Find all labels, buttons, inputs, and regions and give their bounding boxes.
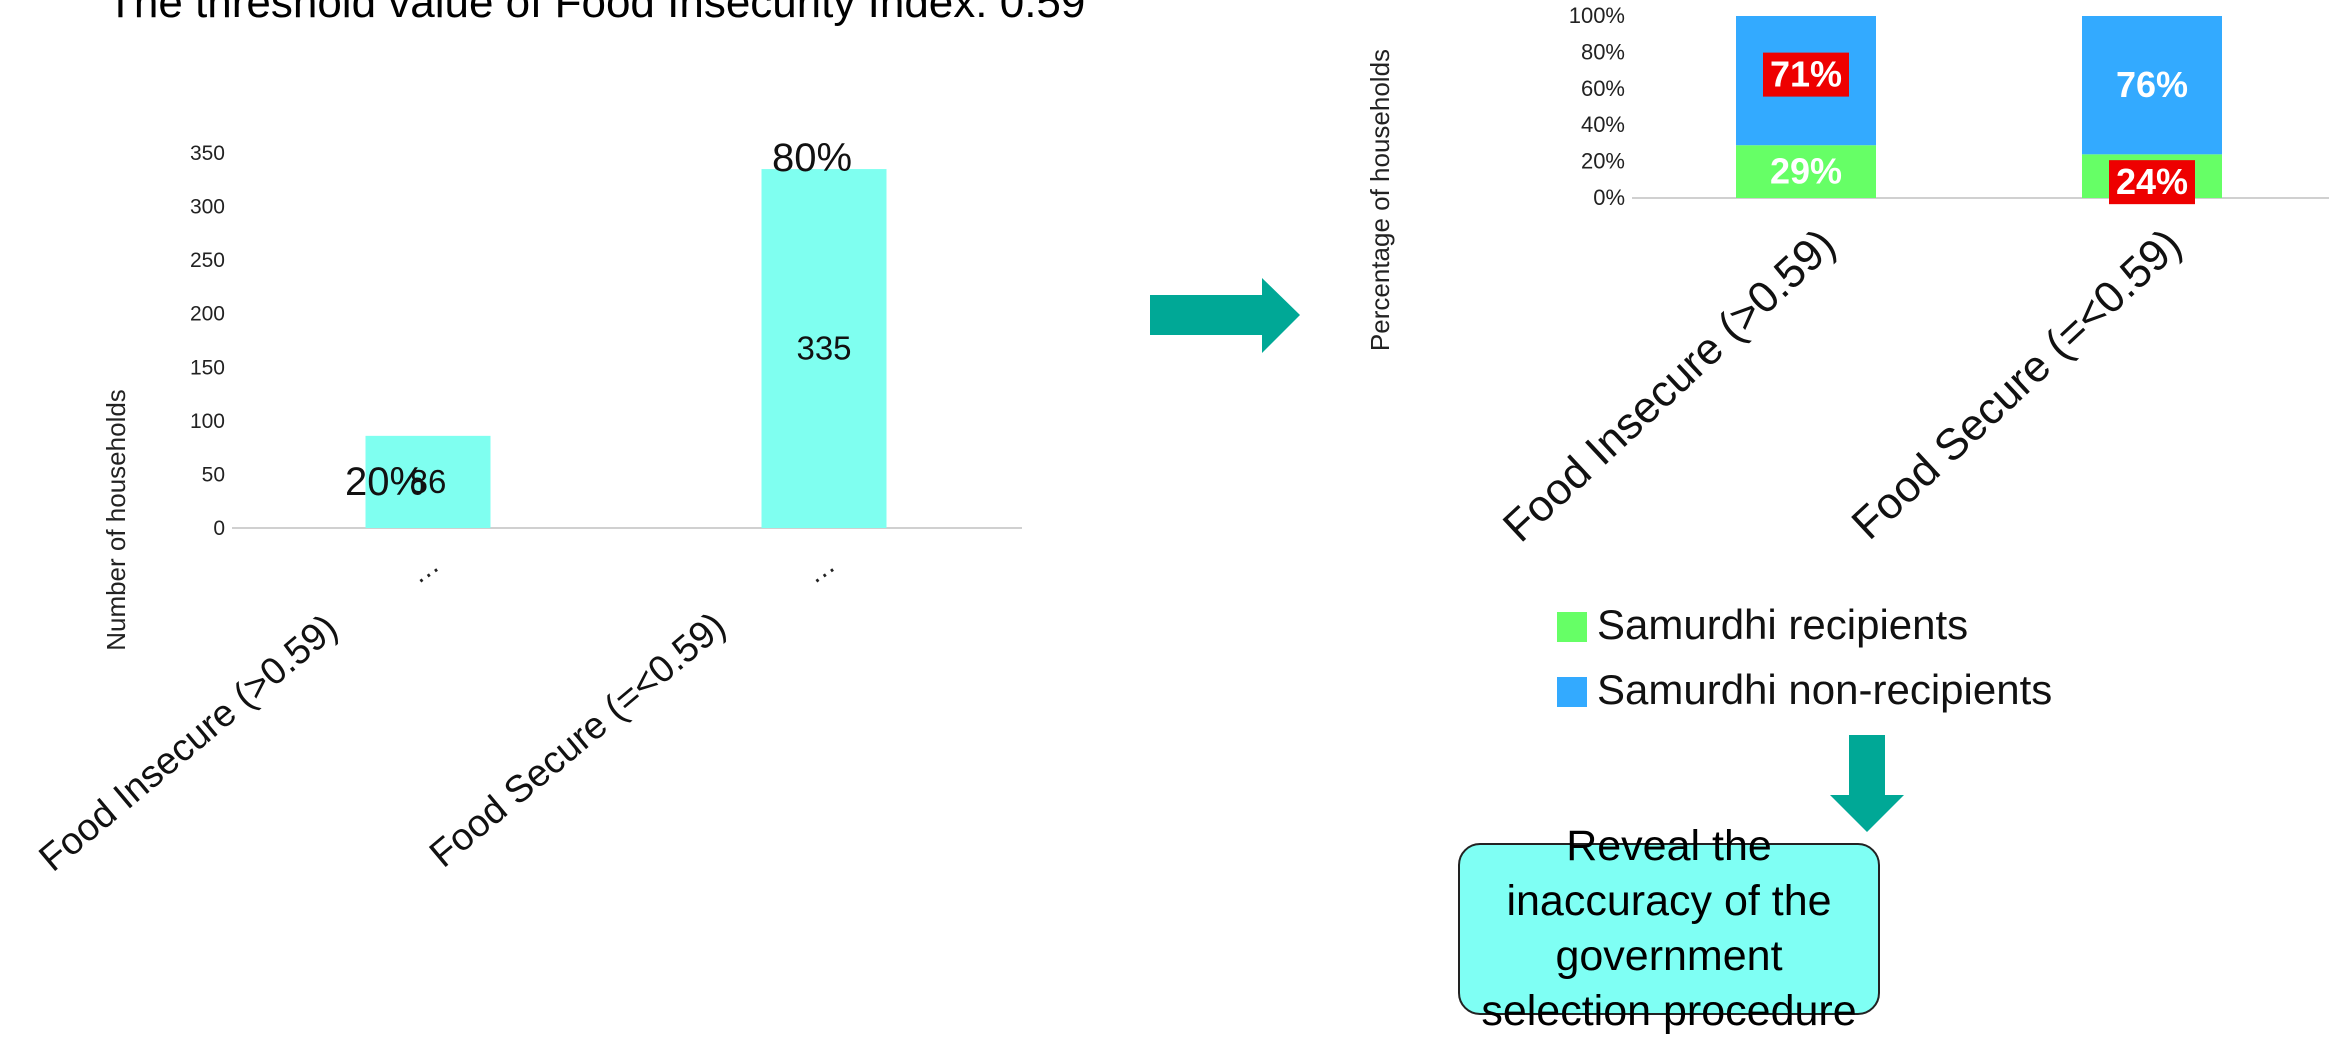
x-tick-ellipsis: … xyxy=(800,548,841,589)
y-tick-label: 20% xyxy=(1581,149,1625,174)
y-tick-label: 150 xyxy=(190,356,225,379)
x-tick-ellipsis: … xyxy=(404,548,445,589)
highlight-label-background xyxy=(2109,160,2195,205)
segment-value-label: 71% xyxy=(1770,54,1842,95)
y-tick-label: 350 xyxy=(190,142,225,165)
samurdhi-percentage-chart: 0% 20% 40% 60% 80% 100% Percentage of househol… xyxy=(1365,3,2329,713)
stacked-bar-segment xyxy=(2082,16,2222,155)
page-title: The threshold value of Food Insecurity I… xyxy=(107,0,1086,27)
bar xyxy=(761,169,887,529)
category-label: Food Insecure (>0.59) xyxy=(32,607,346,880)
stacked-bar-segment xyxy=(1736,145,1876,198)
legend-swatch xyxy=(1557,612,1587,642)
figure-canvas: 0 50 100 150 200 250 300 350 Number of household… xyxy=(32,3,2329,880)
category-label: Food Secure (=<0.59) xyxy=(422,605,734,876)
highlight-label-background xyxy=(1763,52,1849,97)
y-tick-label: 0 xyxy=(213,517,225,540)
y-tick-label: 40% xyxy=(1581,112,1625,137)
y-tick-label: 50 xyxy=(202,463,225,486)
segment-value-label: 24% xyxy=(2116,161,2188,202)
flow-arrows xyxy=(1150,278,1904,832)
conclusion-box: Reveal the inaccuracy of the government … xyxy=(1458,822,1880,1035)
down-arrow-icon xyxy=(1830,735,1904,832)
y-tick-label: 0% xyxy=(1593,185,1625,210)
category-label: Food Insecure (>0.59) xyxy=(1494,219,1845,551)
bar-percent-label: 80% xyxy=(772,136,852,180)
right-arrow-icon xyxy=(1150,278,1300,353)
legend-label: Samurdhi non-recipients xyxy=(1597,666,2052,713)
y-tick-label: 250 xyxy=(190,249,225,272)
category-label: Food Secure (=<0.59) xyxy=(1843,219,2191,548)
segment-value-label: 29% xyxy=(1770,151,1842,192)
legend-label: Samurdhi recipients xyxy=(1597,601,1968,648)
y-tick-label: 300 xyxy=(190,196,225,219)
bar-value-label: 335 xyxy=(796,330,851,367)
y-tick-label: 100% xyxy=(1569,3,1625,28)
bar-percent-label: 20% xyxy=(345,460,425,504)
y-tick-label: 80% xyxy=(1581,39,1625,64)
segment-value-label: 76% xyxy=(2116,64,2188,105)
bar-value-label: 86 xyxy=(410,463,447,500)
y-tick-label: 200 xyxy=(190,303,225,326)
legend-swatch xyxy=(1557,677,1587,707)
household-count-chart: 0 50 100 150 200 250 300 350 Number of household… xyxy=(32,136,1022,880)
y-tick-label: 100 xyxy=(190,410,225,433)
y-tick-label: 60% xyxy=(1581,76,1625,101)
y-axis-title: Number of households xyxy=(101,389,131,651)
y-axis-title: Percentage of households xyxy=(1365,49,1395,351)
bar xyxy=(365,435,491,528)
